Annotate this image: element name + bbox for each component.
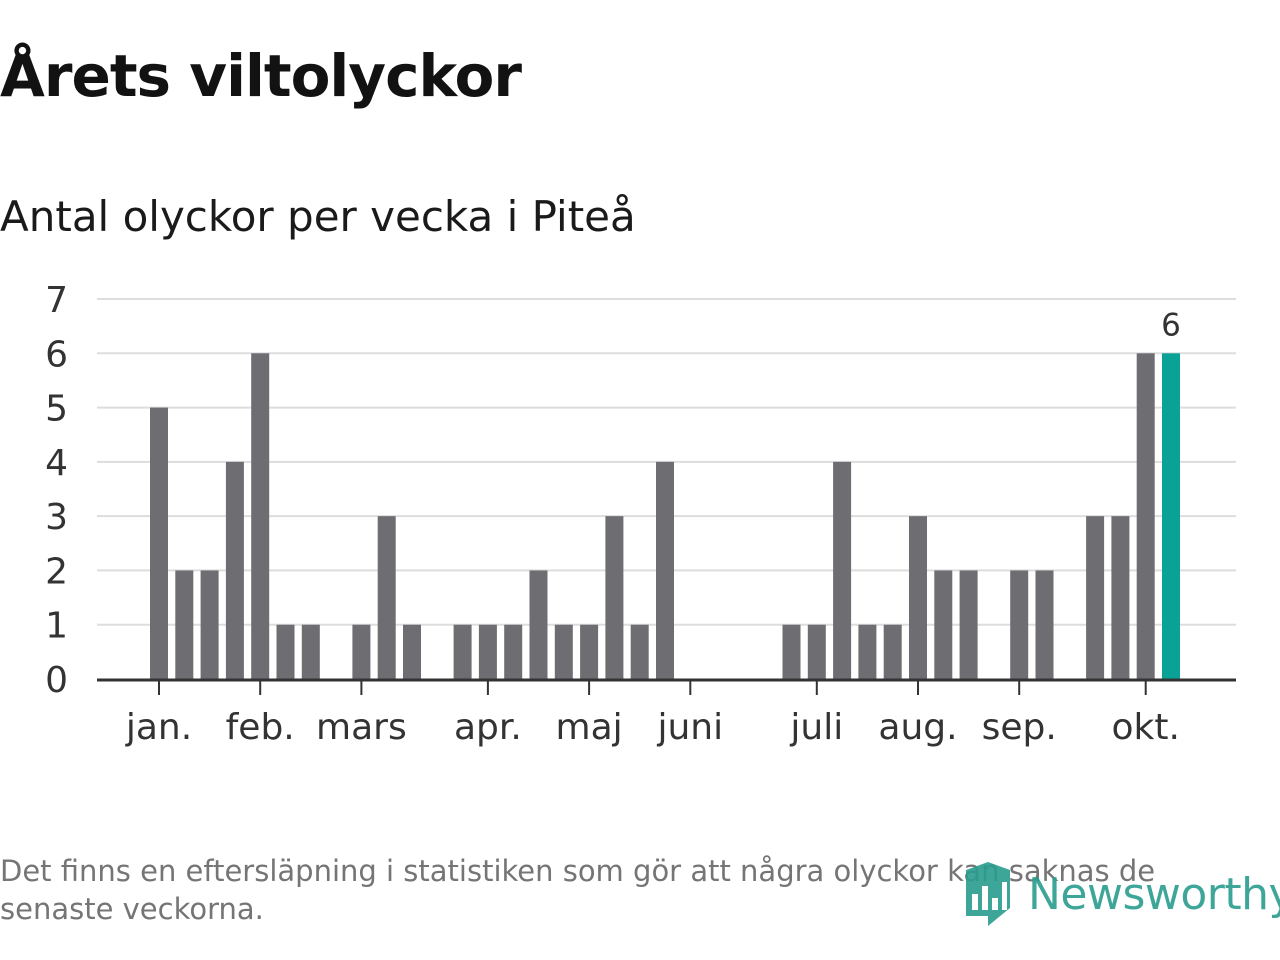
bar — [605, 516, 624, 679]
data-label-latest: 6 — [1161, 307, 1181, 343]
bar — [251, 353, 270, 679]
bar — [1086, 516, 1105, 679]
bar — [1111, 516, 1130, 679]
bars — [150, 353, 1180, 679]
x-tick-label: maj — [556, 707, 623, 748]
y-tick-label: 2 — [45, 551, 68, 592]
bar — [858, 624, 877, 679]
bar-chart: 0 1 2 3 4 5 6 7 jan. feb. mars apr. maj juni juli aug.… — [45, 280, 1236, 748]
footnote: Det finns en eftersläpning i statistiken… — [0, 854, 1156, 926]
bar — [782, 624, 801, 679]
newsworthy-logo-icon — [966, 862, 1010, 926]
bar — [934, 570, 953, 679]
bar — [833, 461, 852, 679]
bar — [377, 516, 396, 679]
bar-highlight — [1162, 353, 1180, 679]
bar — [478, 624, 497, 679]
chart-title: Årets viltolyckor — [0, 42, 522, 110]
chart-subtitle: Antal olyckor per vecka i Piteå — [0, 192, 636, 241]
newsworthy-logo: Newsworthy — [962, 858, 1280, 930]
bar — [175, 570, 194, 679]
x-tick-label: feb. — [226, 707, 295, 748]
bar — [656, 461, 674, 679]
bar — [529, 570, 548, 679]
bar — [1136, 353, 1155, 679]
y-tick-label: 1 — [45, 606, 68, 647]
x-tick-label: juli — [789, 707, 843, 748]
y-tick-label: 4 — [45, 443, 68, 484]
bar — [959, 570, 978, 679]
x-tick-label: apr. — [454, 707, 522, 748]
y-tick-label: 0 — [45, 660, 68, 701]
bar — [200, 570, 219, 679]
bar — [807, 624, 826, 679]
bar — [554, 624, 573, 679]
y-tick-label: 7 — [45, 280, 68, 321]
x-tick-label: okt. — [1111, 707, 1179, 748]
y-axis-ticks: 0 1 2 3 4 5 6 7 — [45, 280, 68, 701]
bar — [883, 624, 902, 679]
bar — [301, 624, 320, 679]
y-tick-label: 3 — [45, 497, 68, 538]
bar — [352, 624, 371, 679]
y-tick-label: 6 — [45, 334, 68, 375]
bar — [150, 407, 168, 679]
bar — [580, 624, 599, 679]
bar — [504, 624, 523, 679]
x-tick-label: aug. — [878, 707, 957, 748]
bar — [630, 624, 649, 679]
x-tick-label: mars — [316, 707, 407, 748]
bar — [453, 624, 472, 679]
bar — [1035, 570, 1054, 679]
bar — [225, 461, 244, 679]
y-tick-label: 5 — [45, 389, 68, 430]
bar — [276, 624, 295, 679]
bar — [1010, 570, 1029, 679]
data-labels: 6 — [1161, 307, 1181, 343]
x-tick-label: juni — [656, 707, 723, 748]
x-axis-ticks: jan. feb. mars apr. maj juni juli aug. sep. okt. — [125, 680, 1180, 748]
newsworthy-logo-text: Newsworthy — [1028, 868, 1280, 920]
bar — [909, 516, 927, 679]
x-tick-label: sep. — [982, 707, 1057, 748]
bar — [403, 624, 421, 679]
x-tick-label: jan. — [125, 707, 192, 748]
